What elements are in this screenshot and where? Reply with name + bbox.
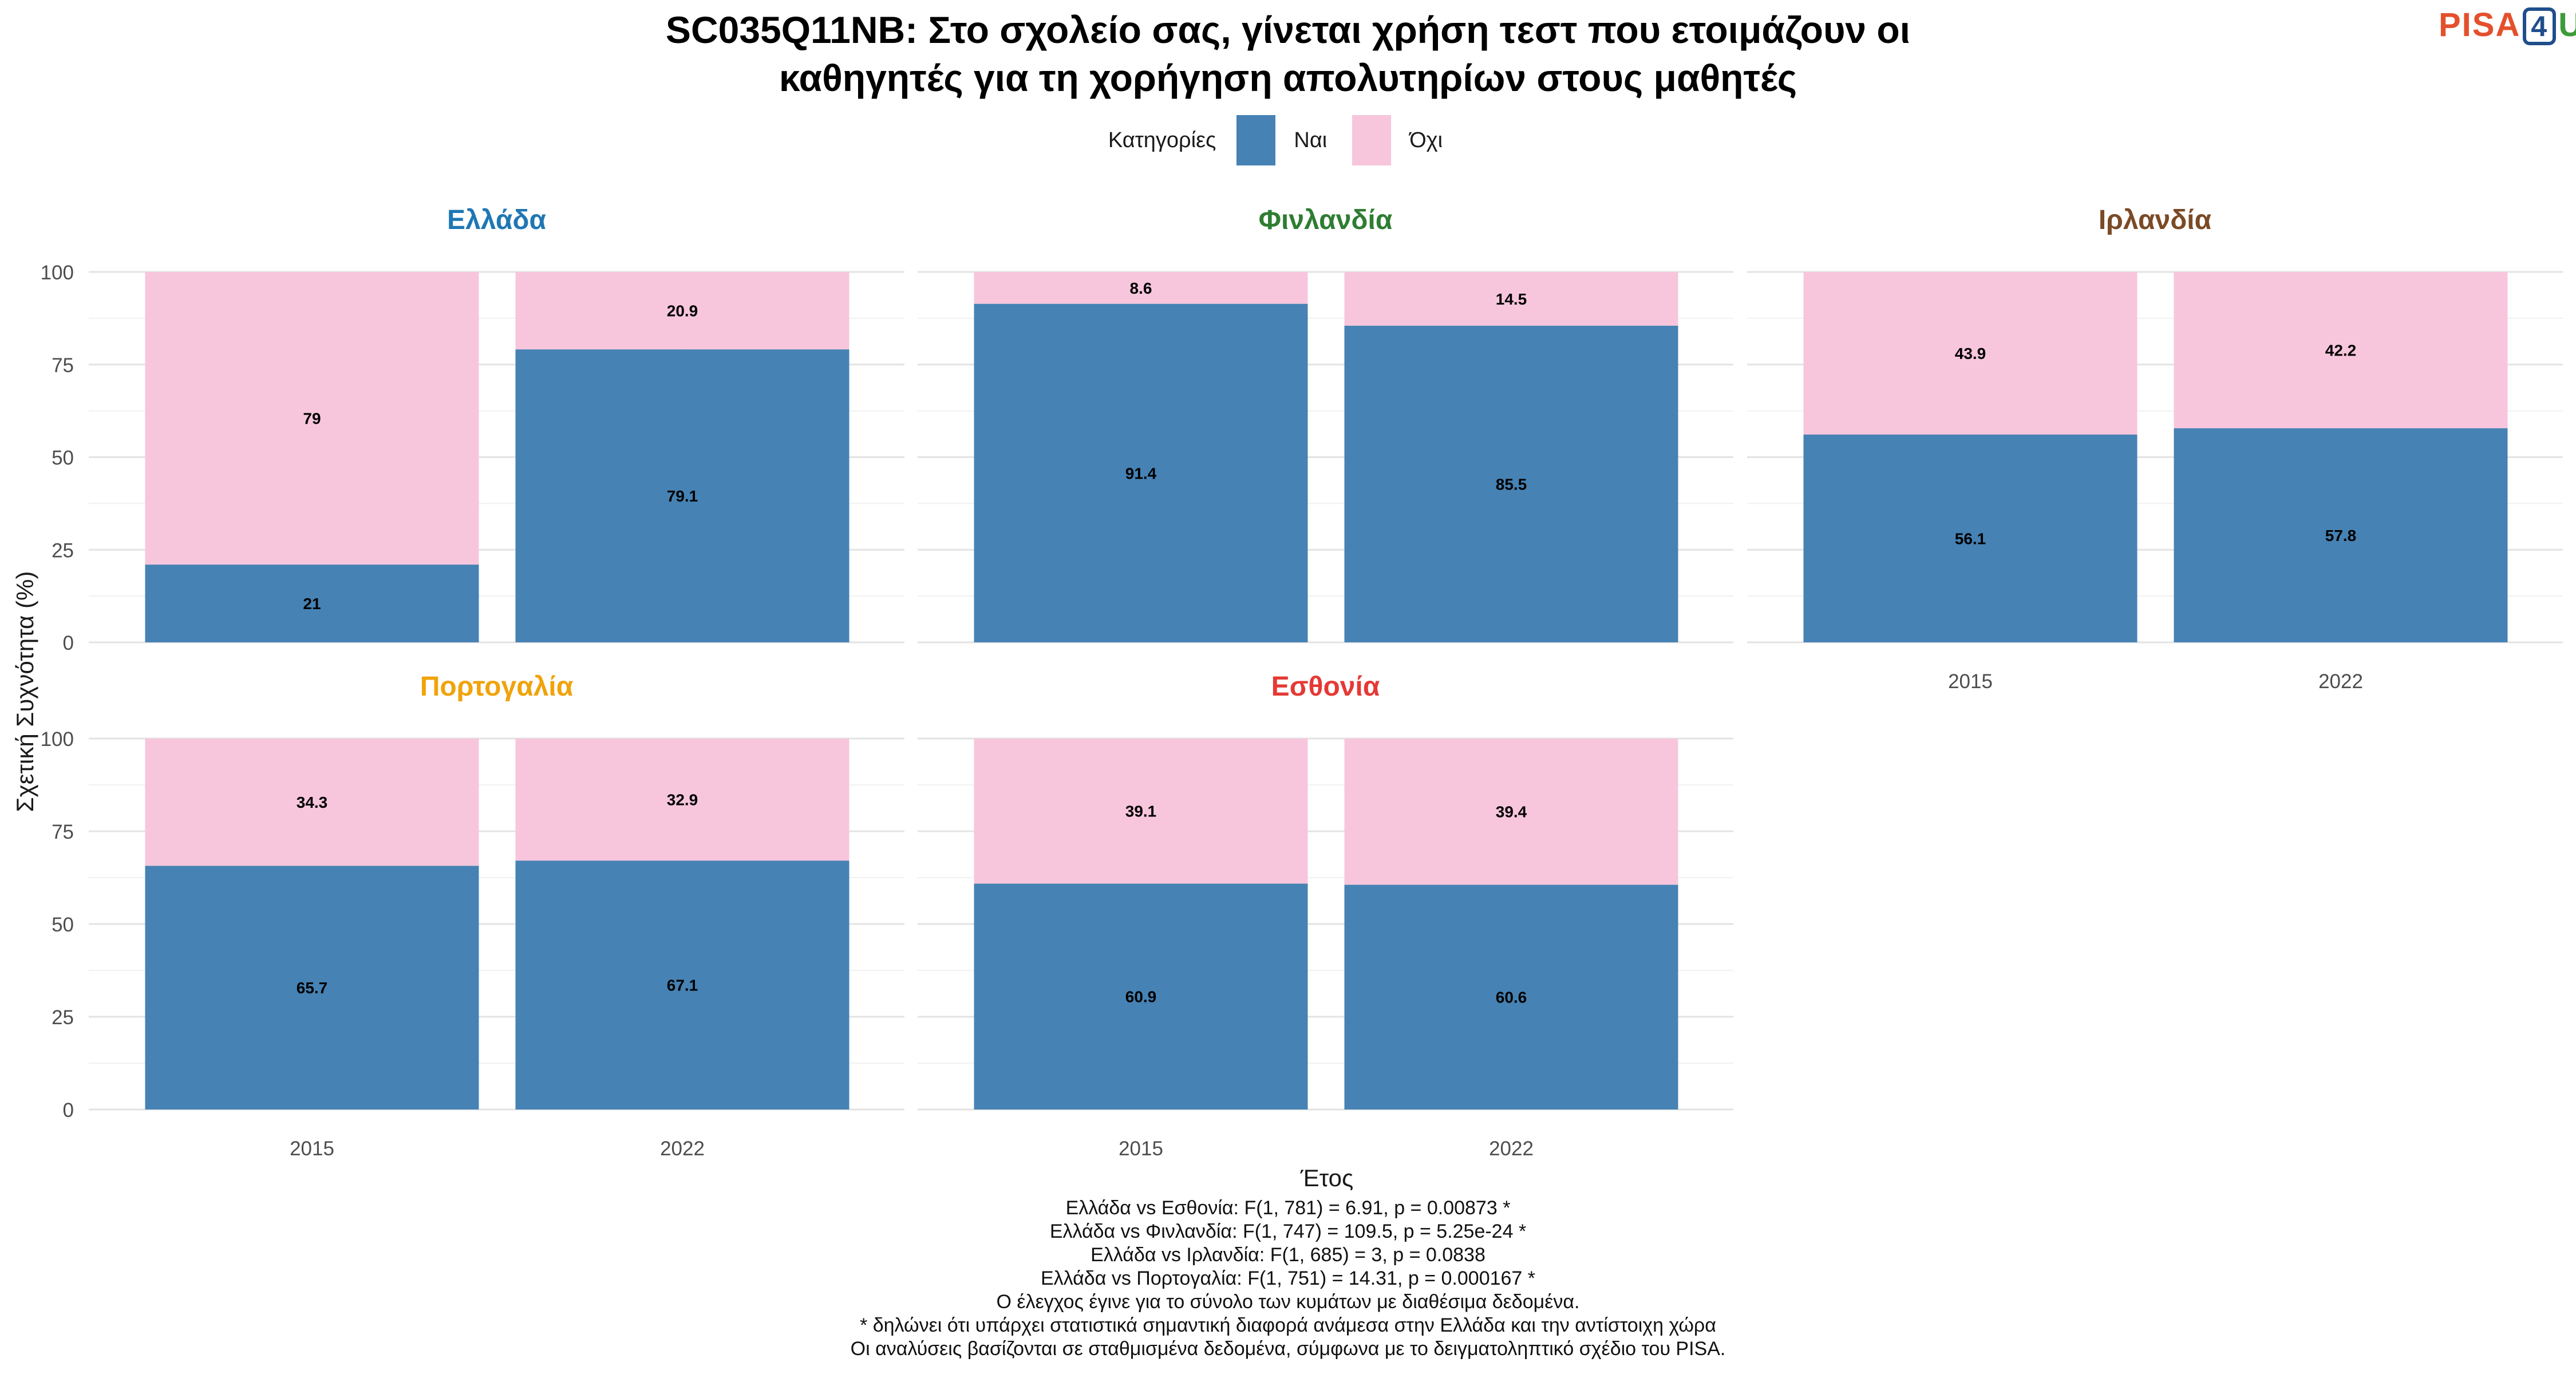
x-tick-label: 2022 [2318,670,2363,693]
bar-πορτογαλία-2015-όχι [145,739,479,866]
panel-πορτογαλία: Πορτογαλία 0 25 50 75 100 65.7 34.3 67.1 32.9 2015… [41,672,904,1160]
bar-ελλάδα-2015-ναι [145,564,479,642]
bar-πορτογαλία-2022-ναι [515,860,850,1110]
x-tick-label: 2022 [1489,1138,1534,1160]
data-label-εσθονία-2022-ναι: 60.6 [1496,989,1527,1006]
legend-label-nai: Ναι [1294,128,1327,152]
y-tick-label: 100 [41,262,74,284]
legend-item-ochi: Όχι [1352,115,1443,165]
logo-text-u: U [2558,6,2576,44]
legend-label-ochi: Όχι [1409,128,1443,152]
panel-title-ελλάδα: Ελλάδα [447,205,546,235]
data-label-εσθονία-2022-όχι: 39.4 [1496,803,1527,821]
bar-φινλανδία-2022-ναι [1344,325,1678,642]
legend-swatch-nai [1236,115,1276,165]
data-label-πορτογαλία-2022-όχι: 32.9 [667,791,698,809]
y-tick-label: 100 [41,728,74,751]
data-label-πορτογαλία-2015-ναι: 65.7 [297,979,328,997]
y-tick-label: 75 [52,821,74,843]
footer-note-5: Ο έλεγχος έγινε για το σύνολο των κυμάτω… [996,1291,1580,1313]
y-axis-title: Σχετική Συχνότητα (%) [11,571,38,812]
panel-φινλανδία: Φινλανδία 91.4 8.6 85.5 14.5 [918,205,1733,643]
logo-text-pisa: PISA [2439,6,2521,44]
data-label-ελλάδα-2022-όχι: 20.9 [667,302,698,320]
panel-ιρλανδία: Ιρλανδία 56.1 43.9 57.8 42.2 2015 2022 [1747,205,2563,693]
footer-note-4: Ελλάδα vs Πορτογαλία: F(1, 751) = 14.31,… [1040,1268,1536,1289]
x-tick-label: 2015 [290,1138,334,1160]
data-label-φινλανδία-2022-όχι: 14.5 [1496,290,1527,308]
chart-title-line-2: καθηγητές για τη χορήγηση απολυτηρίων στ… [779,57,1797,99]
bar-ιρλανδία-2015-ναι [1803,435,2138,642]
data-label-πορτογαλία-2015-όχι: 34.3 [297,793,328,811]
chart-footer-notes: Ελλάδα vs Εσθονία: F(1, 781) = 6.91, p =… [0,1197,2576,1361]
footer-note-2: Ελλάδα vs Φινλανδία: F(1, 747) = 109.5, … [1049,1221,1527,1242]
y-tick-label: 50 [52,447,74,469]
footer-note-1: Ελλάδα vs Εσθονία: F(1, 781) = 6.91, p =… [1065,1197,1511,1219]
data-label-ελλάδα-2015-ναι: 21 [303,595,321,613]
x-tick-label: 2022 [660,1138,705,1160]
chart-legend: Κατηγορίες Ναι Όχι [0,114,2576,166]
bar-φινλανδία-2015-όχι [974,272,1308,304]
panel-title-πορτογαλία: Πορτογαλία [420,672,574,702]
bar-φινλανδία-2015-ναι [974,303,1308,642]
data-label-ελλάδα-2022-ναι: 79.1 [667,487,698,505]
panel-title-εσθονία: Εσθονία [1271,672,1380,702]
data-label-ιρλανδία-2015-ναι: 56.1 [1955,530,1986,548]
y-tick-label: 0 [63,632,74,654]
y-tick-label: 25 [52,539,74,562]
bar-ελλάδα-2022-ναι [515,349,850,642]
data-label-εσθονία-2015-ναι: 60.9 [1125,988,1157,1006]
legend-swatch-ochi [1352,115,1392,165]
data-label-ιρλανδία-2022-όχι: 42.2 [2325,342,2357,360]
bar-ιρλανδία-2015-όχι [1803,272,2138,435]
data-label-ιρλανδία-2015-όχι: 43.9 [1955,345,1986,362]
bar-εσθονία-2015-όχι [974,739,1308,884]
bar-ιρλανδία-2022-όχι [2174,272,2508,429]
bar-πορτογαλία-2022-όχι [515,739,850,861]
data-label-φινλανδία-2015-όχι: 8.6 [1130,279,1152,297]
data-label-πορτογαλία-2022-ναι: 67.1 [667,977,698,994]
bar-εσθονία-2022-όχι [1344,739,1678,885]
bar-ιρλανδία-2022-ναι [2174,428,2508,642]
y-tick-label: 75 [52,354,74,377]
data-label-φινλανδία-2015-ναι: 91.4 [1125,464,1157,482]
panel-ελλάδα: Ελλάδα 0 25 50 75 100 21 79 79.1 20.9 [41,205,904,654]
y-tick-label: 50 [52,914,74,936]
x-tick-label: 2015 [1948,670,1993,693]
pisa4u-logo: PISA 4 U [2439,6,2576,45]
bar-εσθονία-2015-ναι [974,883,1308,1110]
x-tick-label: 2015 [1119,1138,1163,1160]
panel-title-ιρλανδία: Ιρλανδία [2099,205,2212,235]
chart-title: SC035Q11NB: Στο σχολείο σας, γίνεται χρή… [0,6,2576,102]
data-label-ιρλανδία-2022-ναι: 57.8 [2325,527,2357,544]
bar-ελλάδα-2015-όχι [145,272,479,565]
bar-εσθονία-2022-ναι [1344,885,1678,1110]
footer-note-6: * δηλώνει ότι υπάρχει στατιστικά σημαντι… [860,1314,1716,1336]
panel-title-φινλανδία: Φινλανδία [1259,205,1393,235]
data-label-εσθονία-2015-όχι: 39.1 [1125,803,1157,820]
data-label-φινλανδία-2022-ναι: 85.5 [1496,475,1527,493]
data-label-ελλάδα-2015-όχι: 79 [303,410,321,428]
y-tick-label: 25 [52,1006,74,1029]
legend-title: Κατηγορίες [1108,128,1216,152]
chart-title-line-1: SC035Q11NB: Στο σχολείο σας, γίνεται χρή… [665,9,1911,51]
bar-ελλάδα-2022-όχι [515,272,850,350]
x-axis-title: Έτος [1300,1164,1354,1191]
footer-note-3: Ελλάδα vs Ιρλανδία: F(1, 685) = 3, p = 0… [1091,1244,1485,1266]
faceted-stacked-bar-chart: Σχετική Συχνότητα (%) Έτος Ελλάδα 0 25 50 75 10… [11,205,2563,1191]
bar-πορτογαλία-2015-ναι [145,866,479,1110]
legend-item-nai: Ναι [1236,115,1327,165]
logo-text-4: 4 [2523,7,2557,45]
bar-φινλανδία-2022-όχι [1344,272,1678,326]
panel-εσθονία: Εσθονία 60.9 39.1 60.6 39.4 2015 2022 [918,672,1733,1160]
footer-note-7: Οι αναλύσεις βασίζονται σε σταθμισμένα δ… [850,1338,1726,1360]
y-tick-label: 0 [63,1099,74,1122]
